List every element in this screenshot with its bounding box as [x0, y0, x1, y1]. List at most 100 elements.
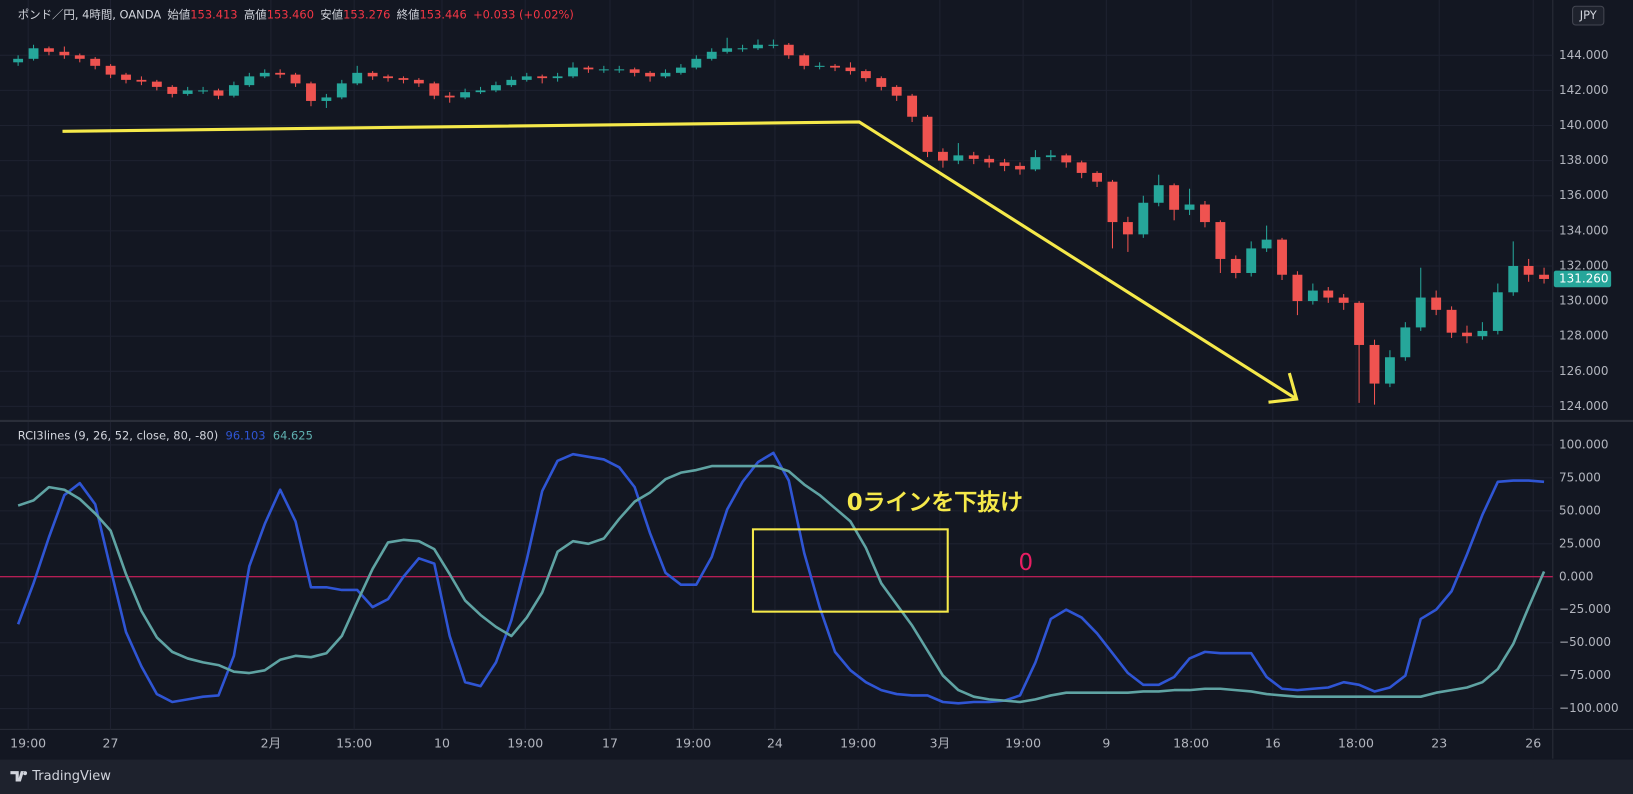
ohlc-label: 高値: [244, 7, 267, 21]
candle-body: [491, 85, 501, 91]
x-tick-label: 16: [1265, 735, 1281, 750]
candle-body: [1539, 274, 1549, 279]
candle-body: [1292, 274, 1303, 302]
candle-body: [722, 48, 733, 52]
x-tick-label: 19:00: [10, 735, 46, 750]
candle-body: [753, 44, 763, 49]
candle-body: [1200, 204, 1210, 223]
y-tick-label: 25.000: [1559, 536, 1601, 550]
x-tick-label: 26: [1525, 735, 1541, 750]
ohlc-label: 終値: [397, 7, 420, 21]
candle-body: [44, 48, 54, 52]
x-tick-label: 23: [1431, 735, 1447, 750]
candle-body: [182, 90, 193, 94]
x-tick-label: 10: [434, 735, 450, 750]
rci-line: [17, 464, 1546, 704]
y-tick-label: 50.000: [1559, 503, 1601, 517]
candle-body: [167, 86, 178, 94]
y-tick-label: 126.000: [1559, 364, 1608, 378]
candle-body: [275, 72, 286, 75]
candle-body: [13, 58, 24, 63]
candle-body: [1061, 155, 1072, 163]
candle-body: [1015, 165, 1025, 170]
candle-body: [1462, 332, 1472, 337]
candle-body: [321, 97, 332, 101]
indicator-title: RCI3lines (9, 26, 52, close, 80, -80): [18, 428, 219, 442]
y-tick-label: 100.000: [1559, 437, 1608, 451]
candle-body: [352, 72, 363, 84]
candle-body: [1400, 327, 1411, 358]
candle-body: [737, 48, 748, 50]
y-tick-label: 144.000: [1559, 48, 1608, 62]
ohlc-value: 153.413: [190, 7, 237, 21]
candle-body: [1030, 157, 1041, 170]
candle-body: [799, 55, 810, 66]
candle-body: [383, 76, 393, 79]
candle-body: [1431, 297, 1442, 310]
ohlc-value: 153.460: [267, 7, 314, 21]
candle-body: [1153, 185, 1164, 203]
candle-body: [121, 74, 131, 80]
candle-body: [830, 65, 840, 68]
candle-body: [1307, 290, 1318, 302]
candle-body: [429, 83, 440, 96]
candle-body: [1076, 162, 1087, 173]
y-tick-label: −25.000: [1559, 602, 1611, 616]
indicator-value: 64.625: [273, 428, 313, 442]
last-price-badge: [1553, 270, 1612, 288]
candle-body: [1384, 357, 1395, 384]
candle-body: [675, 67, 686, 73]
rci-line: [16, 451, 1545, 705]
candle-body: [413, 79, 424, 84]
candle-body: [860, 71, 871, 79]
y-tick-label: 128.000: [1559, 329, 1608, 343]
candle-body: [228, 85, 239, 96]
annotation: 0ラインを下抜け: [847, 489, 1023, 516]
trend-drawing: [62, 120, 1298, 401]
y-tick-label: 0.000: [1559, 569, 1593, 583]
y-tick-label: 134.000: [1559, 223, 1608, 237]
candle-body: [583, 67, 594, 70]
candle-body: [306, 83, 316, 101]
symbol-title: ポンド／円, 4時間, OANDA: [18, 7, 162, 21]
indicator-legend: RCI3lines (9, 26, 52, close, 80, -80) 96.…: [18, 428, 313, 442]
candle-body: [691, 58, 702, 68]
y-tick-label: −50.000: [1559, 635, 1611, 649]
y-tick-label: 136.000: [1559, 188, 1608, 202]
candle-body: [1045, 155, 1056, 158]
arrow-head: [1268, 372, 1299, 404]
indicator-value: 96.103: [226, 428, 266, 442]
candle-body: [1261, 239, 1272, 249]
candle-body: [244, 76, 255, 86]
candle-body: [90, 58, 101, 66]
candle-body: [768, 44, 779, 46]
last-price-label: 131.260: [1559, 271, 1608, 285]
candle-body: [74, 55, 85, 59]
candle-body: [953, 155, 964, 161]
candle-body: [999, 162, 1010, 166]
candle-body: [444, 95, 455, 98]
candle-body: [1184, 204, 1195, 210]
candle-body: [1230, 258, 1241, 273]
symbol-legend: ポンド／円, 4時間, OANDA 始値153.413 高値153.460 安値153…: [18, 7, 574, 21]
candle-body: [706, 51, 717, 59]
candle-body: [938, 151, 948, 161]
candle-body: [1323, 290, 1334, 298]
y-tick-label: 142.000: [1559, 83, 1608, 97]
y-tick-label: 124.000: [1559, 399, 1608, 413]
candle-body: [984, 158, 995, 163]
change-value: +0.033 (+0.02%): [473, 7, 574, 21]
y-tick-label: 75.000: [1559, 470, 1601, 484]
currency-label: JPY: [1579, 8, 1598, 22]
x-tick-label: 24: [767, 735, 783, 750]
candle-body: [1338, 297, 1349, 303]
candle-body: [151, 81, 162, 87]
y-tick-label: −100.000: [1559, 701, 1619, 715]
x-tick-label: 19:00: [507, 735, 543, 750]
candle-body: [198, 90, 209, 92]
x-tick-label: 9: [1102, 735, 1110, 750]
candle-body: [1122, 222, 1133, 235]
candle-body: [568, 67, 578, 77]
